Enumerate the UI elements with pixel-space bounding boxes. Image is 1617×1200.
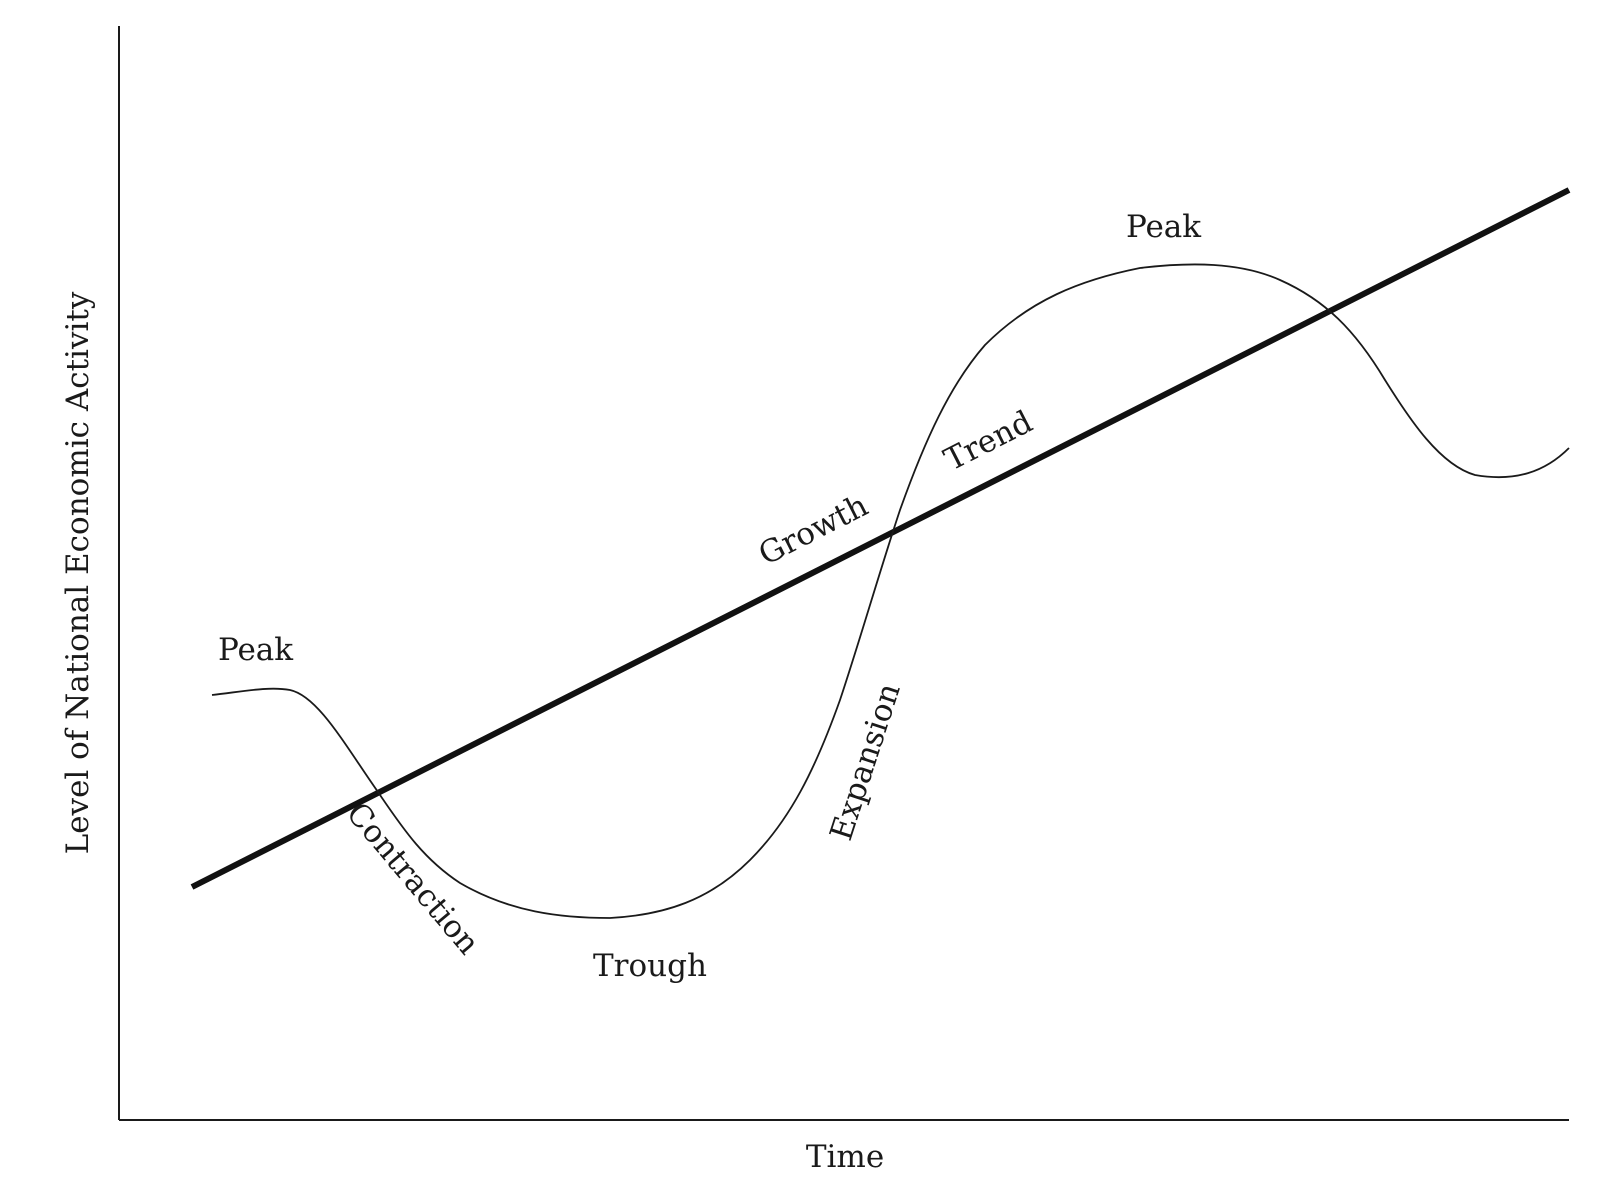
label-expansion: Expansion [823, 679, 908, 845]
cycle-curve [211, 263, 1570, 919]
label-contraction: Contraction [339, 796, 486, 962]
x-axis-label: Time [806, 1139, 884, 1175]
trend-line [190, 187, 1571, 890]
label-peak-left: Peak [218, 632, 293, 668]
label-growth: Growth [753, 487, 874, 572]
y-axis-label: Level of National Economic Activity [60, 291, 96, 854]
label-peak-right: Peak [1126, 209, 1201, 245]
label-trough: Trough [593, 948, 707, 984]
